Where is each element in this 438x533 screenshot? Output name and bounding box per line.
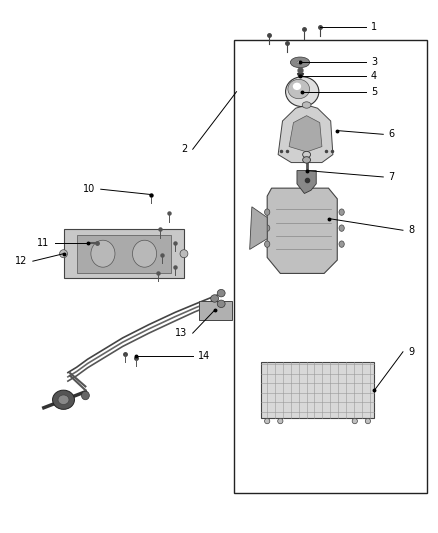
Text: 1: 1 (371, 22, 377, 31)
Ellipse shape (265, 209, 270, 215)
Text: 8: 8 (408, 225, 414, 235)
Bar (199, 301, 232, 320)
Ellipse shape (297, 61, 303, 64)
Polygon shape (289, 116, 322, 152)
Text: 13: 13 (175, 328, 187, 338)
Ellipse shape (339, 209, 344, 215)
Ellipse shape (60, 249, 67, 257)
Ellipse shape (211, 295, 219, 302)
Ellipse shape (288, 79, 310, 99)
Ellipse shape (290, 57, 310, 68)
Text: 2: 2 (181, 144, 187, 154)
Text: 12: 12 (15, 256, 28, 266)
Text: 5: 5 (371, 87, 377, 96)
Text: 7: 7 (389, 172, 395, 182)
Ellipse shape (91, 240, 115, 267)
Text: 3: 3 (371, 58, 377, 67)
Ellipse shape (303, 157, 311, 163)
Ellipse shape (265, 241, 270, 247)
Text: 4: 4 (371, 71, 377, 80)
Ellipse shape (302, 102, 311, 108)
Ellipse shape (53, 390, 74, 409)
Text: 6: 6 (389, 130, 395, 139)
Polygon shape (250, 207, 267, 249)
Ellipse shape (339, 241, 344, 247)
Ellipse shape (180, 249, 188, 257)
Text: 9: 9 (408, 347, 414, 357)
Polygon shape (278, 105, 333, 163)
Ellipse shape (293, 83, 301, 90)
Text: 11: 11 (37, 238, 49, 247)
Bar (77, 235, 171, 273)
Ellipse shape (278, 418, 283, 424)
Ellipse shape (352, 418, 357, 424)
Ellipse shape (339, 225, 344, 231)
Ellipse shape (217, 289, 225, 297)
Bar (234, 40, 427, 493)
Ellipse shape (81, 391, 89, 400)
Ellipse shape (132, 240, 156, 267)
Ellipse shape (265, 225, 270, 231)
Polygon shape (297, 171, 316, 193)
Ellipse shape (365, 418, 371, 424)
Ellipse shape (286, 77, 319, 107)
Polygon shape (267, 188, 337, 273)
Text: 14: 14 (198, 351, 210, 361)
Bar (261, 362, 374, 418)
Ellipse shape (303, 151, 311, 158)
Bar (64, 229, 184, 278)
Ellipse shape (265, 418, 270, 424)
Text: 10: 10 (83, 184, 95, 194)
Ellipse shape (217, 300, 225, 308)
Ellipse shape (58, 395, 69, 405)
